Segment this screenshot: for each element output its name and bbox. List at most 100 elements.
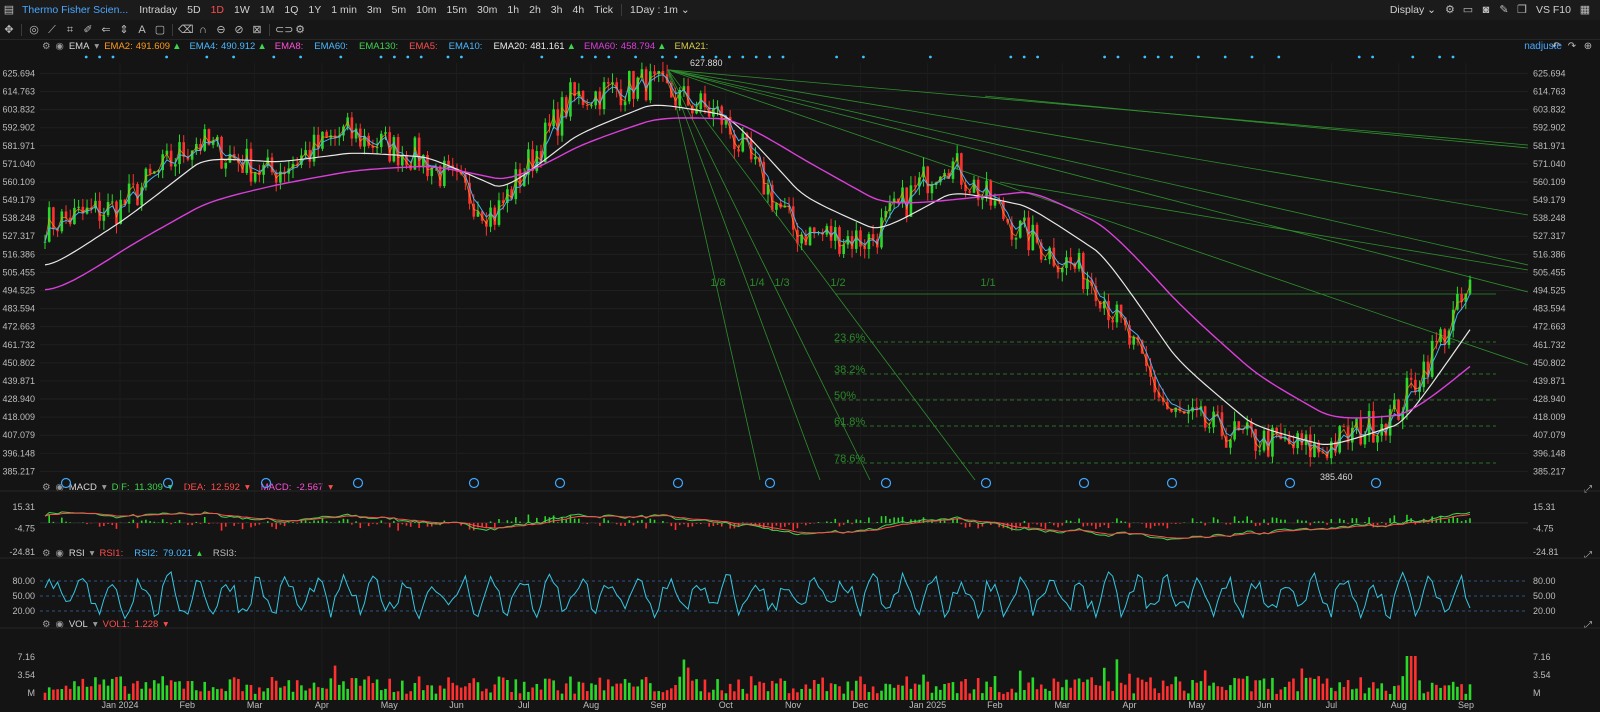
ema-label: EMA8: [274,41,304,52]
chevron-down-icon[interactable]: ▾ [89,548,95,559]
candle-body [165,150,169,155]
volume-bar [1321,683,1325,700]
period-tab-1d[interactable]: 1D [210,4,225,16]
period-tab-1y[interactable]: 1Y [308,4,322,16]
undo-icon[interactable]: ↶ [1551,41,1561,52]
arrow-tool-icon[interactable]: ⇐ [101,23,111,36]
candle-body [876,239,879,248]
period-tab-5m[interactable]: 5m [391,4,407,16]
sidebar-toggle-icon[interactable]: ▤ [3,4,15,16]
price-tick: 603.832 [1533,105,1566,115]
copy-icon[interactable]: ❐ [1517,4,1527,16]
period-tab-1h[interactable]: 1h [507,4,520,16]
brush-tool-icon[interactable]: ✐ [83,23,93,36]
gear-icon[interactable]: ⚙ [42,482,51,493]
vol-tick: 3.54 [1533,670,1551,680]
gear-icon[interactable]: ⚙ [1445,4,1455,16]
expand-icon[interactable]: ⤢ [1584,550,1592,561]
link-icon[interactable]: ⊂⊃ [275,23,294,36]
event-dot [460,55,463,59]
period-tab-3m[interactable]: 3m [366,4,382,16]
rsi-name[interactable]: RSI [68,548,85,559]
candle-body [1279,432,1283,440]
layout-icon[interactable]: ▭ [1462,4,1474,16]
period-tab-1-min[interactable]: 1 min [331,4,357,16]
period-tab-tick[interactable]: Tick [594,4,614,16]
candle-body [602,82,606,110]
vs-f10-button[interactable]: VS F10 [1535,4,1571,16]
expand-icon[interactable]: ⤢ [1584,620,1592,631]
chevron-down-icon[interactable]: ▾ [94,41,100,52]
period-tab-1w[interactable]: 1W [234,4,250,16]
period-tab-2h[interactable]: 2h [529,4,541,16]
candle-body [106,202,110,216]
period-tab-intraday[interactable]: Intraday [139,4,178,16]
fibonacci-levels: 23.6% 38.2% 50% 61.8% 78.6% 385.460 [834,293,1496,482]
line-tool-icon[interactable]: ⟋ [48,23,56,36]
symbol-title[interactable]: Thermo Fisher Scien... [22,4,129,16]
volume-bar [1258,680,1262,700]
period-tab-5d[interactable]: 5D [187,4,201,16]
eye-icon[interactable]: ◉ [55,482,64,493]
text-tool-icon[interactable]: A [138,23,146,36]
camera-icon[interactable]: ◙ [1482,4,1490,16]
arrow-down-icon: ▾ [167,482,173,493]
crosshair-icon[interactable]: ✥ [4,23,14,36]
expand-icon[interactable]: ⤢ [1584,484,1592,495]
event-dot [1143,55,1147,59]
add-icon[interactable]: ⊕ [1583,41,1593,52]
eye-icon[interactable]: ◉ [55,41,64,52]
event-dot [1438,55,1441,59]
hide-icon[interactable]: ⊘ [234,23,244,36]
candle-body [1090,279,1093,286]
gear-icon[interactable]: ⚙ [42,619,51,630]
period-tab-1m[interactable]: 1M [259,4,275,16]
period-tab-30m[interactable]: 30m [476,4,498,16]
eye-icon[interactable]: ◉ [55,619,64,630]
shape-tool-icon[interactable]: ⌗ [66,23,74,36]
candle-body [640,69,644,78]
period-tab-15m[interactable]: 15m [446,4,467,16]
candle-body [1216,411,1220,413]
volume-bar [623,679,627,700]
eye-icon[interactable]: ◎ [29,23,39,36]
candle-body [670,82,673,98]
gear-icon[interactable]: ⚙ [42,41,51,52]
display-dropdown[interactable]: Display ⌄ [1389,4,1436,16]
indicator-name[interactable]: EMA [68,41,90,52]
volume-bar [1237,678,1241,700]
period-tab-4h[interactable]: 4h [572,4,585,16]
candle-body [388,132,391,162]
macd-label: MACD: [260,482,292,493]
candle-body [266,157,270,166]
pen-icon[interactable]: ✎ [1499,4,1509,16]
vol-name[interactable]: VOL [68,619,88,630]
range-dropdown[interactable]: 1Day : 1m ⌄ [625,4,695,16]
chevron-down-icon[interactable]: ▾ [101,482,107,493]
eraser-icon[interactable]: ⌫ [178,23,194,36]
magnet-icon[interactable]: ∩ [199,23,207,36]
candle-body [89,207,93,209]
settings-icon[interactable]: ⚙ [295,23,305,36]
grid-icon[interactable]: ▦ [1579,4,1591,16]
volume-bar [178,681,181,700]
note-tool-icon[interactable]: ▢ [154,23,166,36]
redo-icon[interactable]: ↷ [1567,41,1577,52]
measure-tool-icon[interactable]: ⇕ [119,23,129,36]
gear-icon[interactable]: ⚙ [42,548,51,559]
eye-icon[interactable]: ◉ [55,548,64,559]
chevron-down-icon[interactable]: ▾ [92,619,98,630]
period-tab-3h[interactable]: 3h [550,4,563,16]
macd-name[interactable]: MACD [68,482,97,493]
candle-body [1334,441,1337,453]
dif-value: 11.309 [134,482,163,493]
delete-icon[interactable]: ⊠ [252,23,262,36]
candle-body [1409,377,1413,380]
period-tab-1q[interactable]: 1Q [284,4,299,16]
lock-icon[interactable]: ⊖ [216,23,226,36]
adjust-label[interactable]: nadjuste [1524,41,1562,52]
fan-label: 1/1 [980,277,995,289]
period-tab-10m[interactable]: 10m [416,4,437,16]
ema-label: EMA10: [448,41,483,52]
